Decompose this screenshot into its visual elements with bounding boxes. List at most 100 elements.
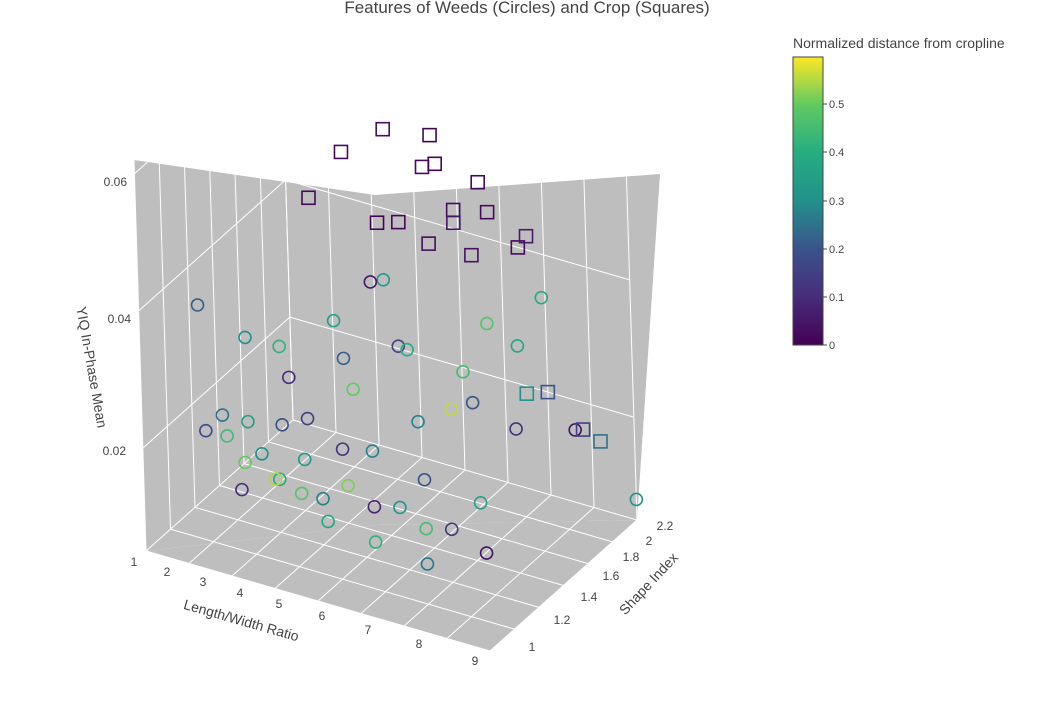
crop-marker[interactable] (391, 214, 406, 230)
weed-marker[interactable] (510, 339, 525, 353)
gridline (268, 441, 613, 543)
weed-marker[interactable] (473, 496, 488, 510)
colorbar-tick-label: 0 (829, 340, 835, 352)
weed-marker[interactable] (326, 313, 341, 328)
gridline (292, 419, 638, 521)
weed-marker[interactable] (480, 316, 494, 331)
weed-marker[interactable] (241, 414, 255, 429)
crop-marker[interactable] (414, 159, 430, 175)
weed-marker[interactable] (335, 442, 350, 456)
gridline (243, 463, 589, 565)
weed-marker[interactable] (297, 452, 312, 467)
weed-marker[interactable] (255, 446, 269, 461)
weed-marker[interactable] (456, 365, 470, 379)
weed-marker[interactable] (238, 455, 252, 470)
crop-marker[interactable] (575, 422, 591, 437)
gridline (194, 506, 540, 608)
weed-marker[interactable] (275, 417, 289, 432)
weed-marker[interactable] (479, 546, 494, 560)
colorbar-tick-label: 0.1 (829, 292, 844, 304)
crop-marker[interactable] (593, 434, 608, 449)
weed-marker[interactable] (568, 423, 582, 437)
weed-marker[interactable] (509, 422, 523, 436)
weed-marker[interactable] (420, 557, 435, 571)
weed-marker[interactable] (282, 370, 296, 385)
weed-marker[interactable] (268, 472, 283, 486)
y-tick-label: 1 (529, 640, 536, 654)
colorbar-tick-label: 0.2 (829, 244, 844, 256)
x-tick-label: 6 (319, 609, 326, 623)
weed-marker[interactable] (300, 411, 315, 426)
gridline (170, 528, 515, 630)
gridline (231, 72, 245, 464)
weed-marker[interactable] (393, 500, 407, 515)
weed-marker[interactable] (190, 298, 205, 312)
weed-marker[interactable] (368, 535, 383, 549)
weed-marker[interactable] (220, 429, 234, 443)
weed-marker[interactable] (321, 514, 335, 529)
weed-marker[interactable] (316, 491, 330, 506)
x-tick-label: 8 (416, 637, 423, 651)
weed-marker[interactable] (238, 330, 252, 345)
gridline (158, 138, 171, 530)
crop-marker[interactable] (510, 240, 526, 255)
weed-marker[interactable] (365, 444, 380, 458)
weed-marker[interactable] (215, 408, 230, 422)
weed-marker[interactable] (199, 423, 213, 438)
z-axis-title: YIQ In-Phase Mean (73, 305, 110, 429)
weed-marker[interactable] (629, 492, 644, 507)
gridline (452, 78, 466, 471)
colorbar-tick-label: 0.5 (829, 99, 844, 111)
y-tick-label: 2.2 (657, 519, 674, 533)
crop-marker[interactable] (479, 204, 495, 220)
weed-marker[interactable] (444, 402, 459, 417)
z-tick-label: 0.02 (103, 444, 127, 458)
weed-marker[interactable] (363, 275, 378, 289)
x-tick-label: 1 (131, 555, 138, 569)
weed-marker[interactable] (294, 486, 309, 501)
crop-marker[interactable] (301, 190, 316, 206)
gridline (280, 28, 294, 421)
crop-marker[interactable] (375, 121, 390, 137)
weed-marker[interactable] (341, 478, 355, 493)
weed-marker[interactable] (465, 395, 480, 410)
crop-marker[interactable] (369, 215, 385, 231)
weed-marker[interactable] (376, 272, 391, 287)
colorbar[interactable] (792, 56, 824, 346)
x-axis-ticks: 1 2 3 4 5 6 7 8 9 (131, 555, 479, 668)
crop-marker[interactable] (421, 236, 436, 251)
crop-marker[interactable] (470, 174, 485, 190)
crop-marker[interactable] (422, 127, 437, 143)
crop-marker[interactable] (519, 386, 535, 401)
weed-marker[interactable] (272, 472, 287, 487)
x-tick-label: 7 (365, 623, 372, 637)
y-tick-label: 1.6 (603, 569, 620, 583)
floor-pane (146, 520, 637, 651)
weed-marker[interactable] (346, 382, 360, 397)
weed-marker[interactable] (534, 290, 549, 305)
crop-marker[interactable] (427, 156, 442, 172)
crop-marker[interactable] (333, 144, 349, 160)
weed-marker[interactable] (411, 414, 425, 429)
weed-marker[interactable] (272, 339, 286, 354)
weed-marker[interactable] (235, 482, 249, 497)
crop-marker[interactable] (540, 384, 556, 400)
weed-marker[interactable] (391, 339, 406, 354)
crop-marker[interactable] (446, 215, 461, 231)
gridline (495, 91, 509, 483)
x-tick-label: 4 (237, 586, 244, 600)
y-tick-label: 1.8 (623, 550, 640, 564)
crop-marker[interactable] (464, 247, 479, 263)
weed-marker[interactable] (400, 342, 414, 357)
gridline (219, 485, 564, 586)
weed-marker[interactable] (336, 351, 351, 366)
weed-marker[interactable] (417, 472, 432, 487)
z-tick-label: 0.04 (108, 312, 132, 326)
weed-marker[interactable] (367, 500, 382, 514)
gridline (538, 103, 552, 496)
weed-marker[interactable] (419, 521, 433, 536)
weed-marker[interactable] (444, 522, 459, 537)
crop-marker[interactable] (518, 228, 534, 244)
x-axis-title: Length/Width Ratio (182, 596, 301, 644)
